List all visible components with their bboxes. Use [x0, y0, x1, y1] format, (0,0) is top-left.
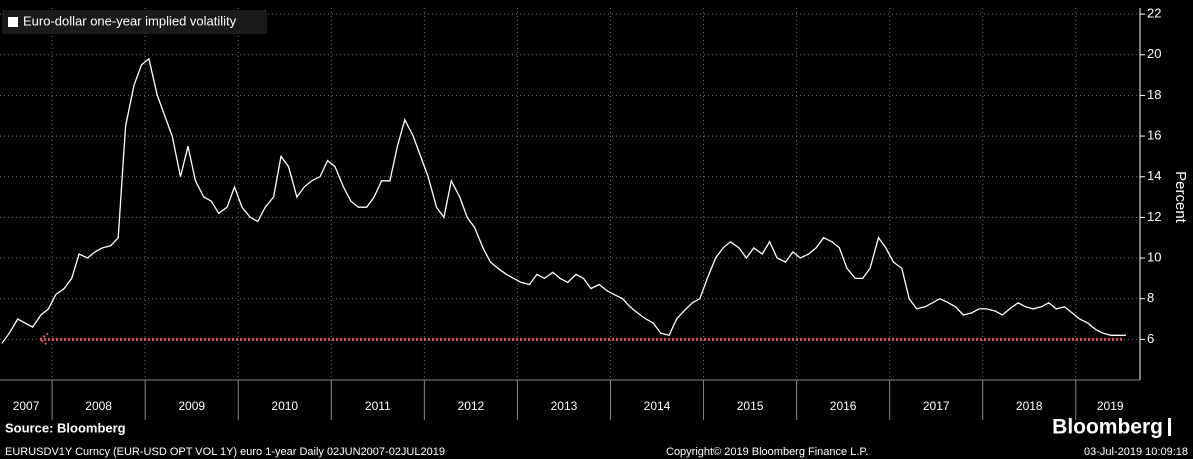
y-axis-label: Percent — [1172, 171, 1189, 224]
timestamp: 03-Jul-2019 10:09:18 — [1084, 446, 1188, 458]
y-tick-label: 10 — [1147, 249, 1161, 264]
x-tick-label: 2012 — [458, 399, 485, 413]
source: Source: Bloomberg — [5, 420, 126, 435]
y-tick-label: 12 — [1147, 209, 1161, 224]
x-tick-label: 2007 — [13, 399, 40, 413]
x-tick-label: 2009 — [178, 399, 205, 413]
line — [1, 57, 1126, 344]
x-tick-label: 2014 — [644, 399, 671, 413]
x-tick-label: 2010 — [271, 399, 298, 413]
x-tick-label: 2011 — [365, 399, 391, 413]
x-tick-label: 2015 — [737, 399, 764, 413]
x-tick-label: 2016 — [830, 399, 857, 413]
y-tick-label: 16 — [1147, 128, 1161, 143]
y-tick-label: 22 — [1147, 6, 1161, 21]
y-tick-label: 8 — [1147, 290, 1154, 305]
x-tick-label: 2018 — [1016, 399, 1043, 413]
legend-swatch — [8, 17, 18, 27]
y-tick-label: 14 — [1147, 168, 1161, 183]
logo: Bloomberg — [1052, 416, 1163, 439]
x-tick-label: 2008 — [85, 399, 112, 413]
description: EURUSDV1Y Curncy (EUR-USD OPT VOL 1Y) eu… — [5, 446, 445, 458]
y-tick-label: 18 — [1147, 87, 1161, 102]
x-tick-label: 2017 — [923, 399, 950, 413]
arrow-head — [38, 332, 49, 347]
y-tick-label: 20 — [1147, 46, 1161, 61]
legend-box-bg — [2, 10, 267, 34]
y-tick-label: 6 — [1147, 331, 1154, 346]
legend-label: Euro-dollar one-year implied volatility — [23, 13, 237, 28]
copyright: Copyright© 2019 Bloomberg Finance L.P. — [666, 446, 868, 458]
logo-bar — [1168, 418, 1171, 436]
x-tick-label: 2013 — [551, 399, 578, 413]
x-tick-label: 2019 — [1097, 399, 1124, 413]
